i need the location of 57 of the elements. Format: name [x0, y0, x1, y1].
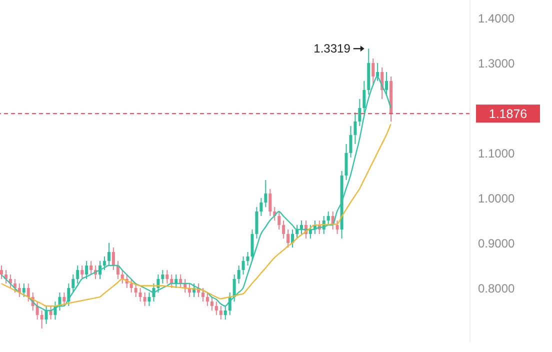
candlestick [166, 270, 169, 284]
candlestick [206, 292, 209, 306]
candlestick [138, 288, 142, 302]
candlestick [344, 144, 348, 180]
candlestick [260, 198, 263, 216]
candlestick [107, 242, 110, 266]
candlestick [22, 283, 26, 298]
candlestick [264, 180, 268, 208]
candlestick [102, 256, 106, 270]
candlestick [130, 278, 133, 293]
candlestick [246, 252, 250, 266]
candlestick [134, 283, 138, 298]
candlestick [148, 292, 151, 306]
candlestick [76, 265, 80, 284]
candlestick [85, 260, 88, 280]
candlestick [36, 301, 39, 320]
candlestick [90, 260, 93, 275]
y-tick-label: 0.8000 [478, 281, 516, 296]
candlestick [237, 265, 240, 284]
y-tick-label: 1.3000 [478, 56, 516, 70]
candlestick [358, 98, 362, 126]
candlestick [201, 288, 204, 302]
candlestick [326, 211, 330, 226]
annotation: 1.3319 [314, 42, 351, 56]
candlestick [232, 274, 236, 302]
y-tick-label: 1.0000 [478, 191, 516, 206]
ref-line-label: 1.1876 [488, 107, 528, 122]
candlestick [362, 80, 366, 113]
candlestick [0, 265, 3, 280]
candlestick [26, 283, 30, 302]
y-tick-label: 1.4000 [478, 11, 516, 26]
candlestick [214, 301, 218, 316]
candlestick [250, 229, 254, 262]
candlestick [349, 126, 352, 158]
candlestick [286, 229, 290, 248]
candlestick [296, 224, 298, 239]
y-tick-label: 0.9000 [478, 236, 516, 250]
candlestick [49, 306, 52, 320]
candlestick [72, 274, 75, 293]
y-tick-label: 1.1000 [478, 146, 516, 160]
candlestick [210, 296, 214, 311]
candlestick [62, 292, 66, 306]
candlestick [80, 265, 84, 280]
candlestick [40, 310, 44, 329]
candlestick [255, 206, 258, 239]
candlestick [120, 270, 124, 284]
candlestick [161, 270, 164, 284]
candlestick [268, 188, 272, 216]
candlestick [282, 220, 286, 239]
candlestick [219, 306, 222, 320]
candlestick [354, 112, 357, 144]
candlestick [336, 220, 339, 234]
candlestick [278, 211, 281, 230]
candlestick [242, 256, 245, 275]
candlestick [112, 247, 115, 270]
candlestick [143, 292, 146, 306]
candlestick [372, 58, 375, 86]
